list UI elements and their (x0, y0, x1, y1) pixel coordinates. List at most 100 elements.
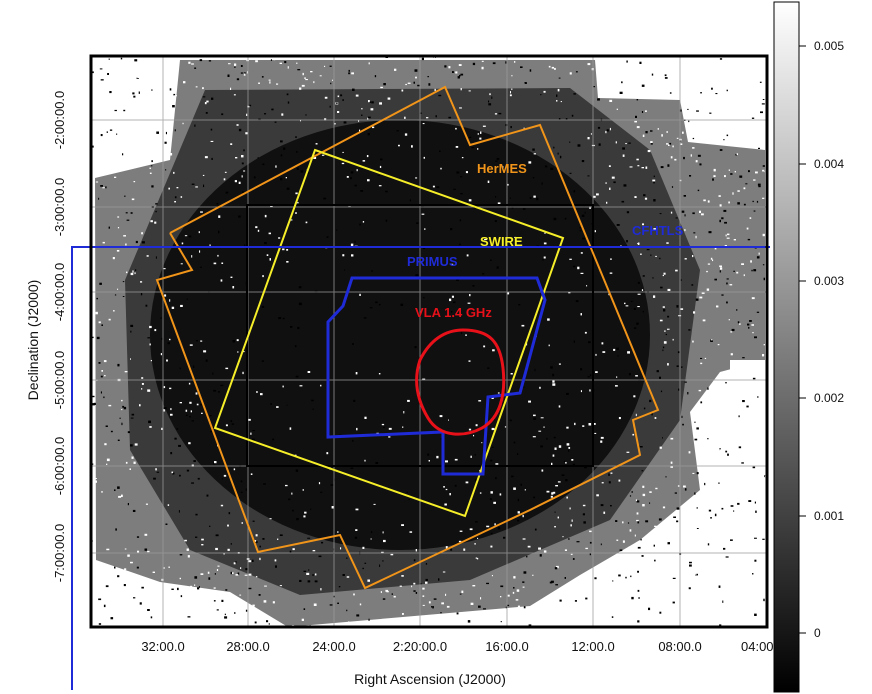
noise-speckle (140, 293, 143, 296)
noise-speckle (540, 94, 542, 96)
noise-speckle (707, 110, 709, 112)
noise-speckle (207, 571, 210, 574)
noise-speckle (581, 214, 585, 217)
noise-speckle (423, 297, 425, 299)
noise-speckle (494, 113, 498, 115)
noise-speckle (256, 391, 258, 393)
noise-speckle (329, 604, 333, 606)
noise-speckle (224, 613, 226, 616)
noise-speckle (216, 609, 219, 611)
noise-speckle (589, 601, 592, 603)
noise-speckle (135, 240, 138, 244)
noise-speckle (268, 623, 270, 625)
noise-speckle (378, 185, 382, 187)
noise-speckle (641, 289, 644, 291)
noise-speckle (139, 404, 141, 407)
noise-speckle (557, 516, 559, 519)
noise-speckle (636, 126, 640, 129)
noise-speckle (292, 548, 295, 551)
noise-speckle (127, 554, 130, 557)
noise-speckle (248, 560, 252, 563)
noise-speckle (415, 549, 417, 552)
noise-speckle (753, 269, 757, 272)
noise-speckles (91, 56, 767, 627)
noise-speckle (637, 521, 640, 524)
noise-speckle (355, 94, 359, 97)
noise-speckle (221, 113, 224, 116)
noise-speckle (753, 210, 756, 212)
noise-speckle (305, 79, 308, 81)
noise-speckle (646, 538, 649, 540)
noise-speckle (591, 223, 593, 225)
noise-speckle (264, 113, 267, 115)
noise-speckle (724, 94, 728, 97)
noise-speckle (92, 262, 94, 265)
noise-speckle (337, 111, 340, 113)
noise-speckle (144, 533, 148, 536)
noise-speckle (695, 123, 698, 126)
noise-speckle (131, 456, 134, 459)
noise-speckle (478, 400, 482, 402)
noise-speckle (451, 295, 454, 298)
noise-speckle (699, 57, 701, 60)
noise-speckle (436, 455, 439, 459)
noise-speckle (742, 560, 744, 563)
noise-speckle (482, 273, 485, 275)
noise-speckle (748, 326, 750, 329)
noise-speckle (539, 554, 542, 557)
noise-speckle (566, 496, 568, 499)
noise-speckle (662, 349, 664, 352)
noise-speckle (719, 204, 722, 207)
noise-speckle (589, 541, 592, 544)
noise-speckle (548, 65, 551, 68)
noise-speckle (491, 446, 494, 448)
noise-speckle (762, 264, 765, 266)
noise-speckle (615, 520, 618, 522)
noise-speckle (641, 167, 644, 169)
noise-speckle (179, 554, 183, 556)
noise-speckle (224, 171, 227, 173)
noise-speckle (554, 67, 556, 70)
noise-speckle (474, 454, 476, 456)
white-corner (730, 360, 767, 540)
noise-speckle (740, 565, 744, 568)
noise-speckle (167, 342, 170, 345)
noise-speckle (172, 105, 175, 108)
noise-speckle (106, 131, 108, 133)
noise-speckle (660, 286, 663, 289)
noise-speckle (573, 340, 575, 343)
noise-speckle (580, 368, 583, 371)
noise-speckle (535, 622, 538, 625)
noise-speckle (541, 469, 544, 472)
noise-speckle (689, 175, 692, 177)
noise-speckle (107, 73, 109, 75)
noise-speckle (359, 293, 361, 296)
noise-speckle (689, 564, 692, 567)
noise-speckle (727, 453, 729, 456)
noise-speckle (725, 556, 729, 558)
noise-speckle (494, 523, 496, 526)
noise-speckle (278, 237, 281, 239)
noise-speckle (680, 143, 683, 145)
noise-speckle (251, 559, 254, 562)
noise-speckle (199, 59, 203, 62)
noise-speckle (490, 259, 492, 261)
noise-speckle (286, 187, 290, 190)
noise-speckle (719, 149, 723, 151)
noise-speckle (507, 594, 510, 597)
noise-speckle (136, 70, 138, 72)
noise-speckle (641, 111, 644, 113)
noise-speckle (137, 118, 140, 120)
noise-speckle (570, 553, 573, 555)
noise-speckle (652, 179, 656, 182)
noise-speckle (580, 272, 584, 274)
noise-speckle (335, 229, 338, 231)
noise-speckle (440, 167, 442, 170)
noise-speckle (509, 197, 511, 199)
noise-speckle (667, 328, 670, 330)
noise-speckle (131, 198, 135, 201)
noise-speckle (257, 157, 259, 159)
noise-speckle (100, 391, 102, 394)
noise-speckle (176, 428, 179, 430)
noise-speckle (647, 149, 651, 153)
